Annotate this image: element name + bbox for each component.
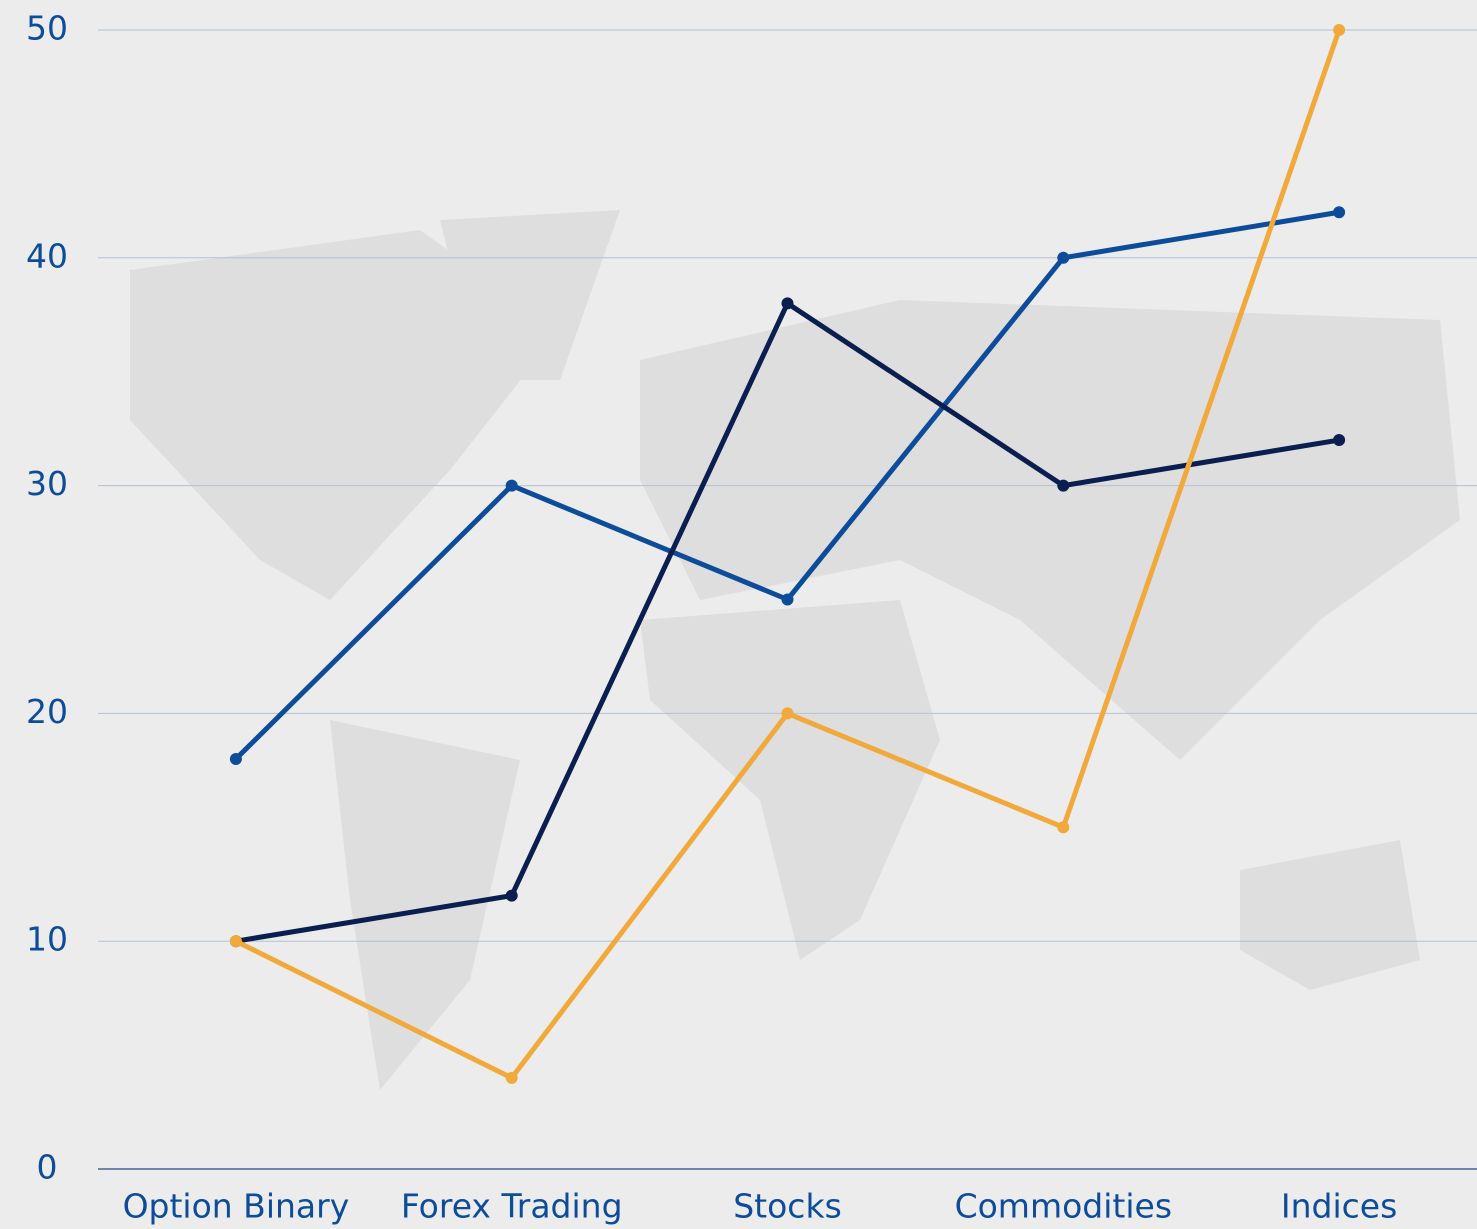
data-point xyxy=(1333,24,1346,36)
x-tick-label: Option Binary xyxy=(123,1187,350,1226)
y-tick-label: 30 xyxy=(26,464,68,503)
data-point xyxy=(229,935,242,948)
data-point xyxy=(781,593,794,606)
data-point xyxy=(1057,479,1070,492)
x-tick-label: Stocks xyxy=(733,1187,842,1226)
data-point xyxy=(1333,434,1346,447)
data-point xyxy=(781,707,794,720)
y-tick-label: 10 xyxy=(26,920,68,959)
data-point xyxy=(505,479,518,492)
data-point xyxy=(505,889,518,902)
data-point xyxy=(781,297,794,310)
world-map-backdrop xyxy=(130,210,1460,1090)
y-tick-label: 50 xyxy=(26,9,68,48)
data-point xyxy=(505,1071,518,1084)
y-tick-label: 20 xyxy=(26,692,68,731)
data-point xyxy=(1333,206,1346,219)
x-tick-label: Forex Trading xyxy=(401,1187,623,1226)
x-tick-label: Commodities xyxy=(955,1187,1172,1226)
data-point xyxy=(229,752,242,765)
data-point xyxy=(1057,821,1070,834)
y-tick-label: 40 xyxy=(26,236,68,275)
y-tick-label: 0 xyxy=(37,1148,58,1187)
x-tick-label: Indices xyxy=(1281,1187,1397,1226)
data-point xyxy=(1057,251,1070,264)
